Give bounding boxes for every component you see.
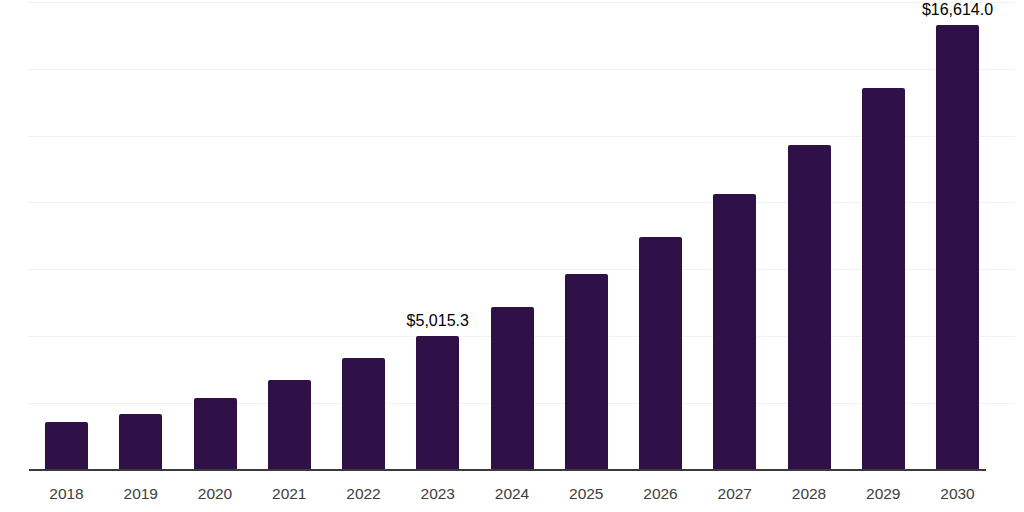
x-tick-label-2029: 2029 [866,485,900,503]
bar-2023 [416,336,459,470]
x-axis-line [29,469,986,471]
x-tick-label-2022: 2022 [346,485,380,503]
value-label-2030: $16,614.0 [922,0,993,20]
x-tick-label-2018: 2018 [49,485,83,503]
x-tick-label-2025: 2025 [569,485,603,503]
x-tick-label-2030: 2030 [940,485,974,503]
value-label-2023: $5,015.3 [407,311,469,331]
bar-2027 [713,194,756,470]
x-tick-label-2024: 2024 [495,485,529,503]
x-tick-label-2023: 2023 [421,485,455,503]
x-tick-label-2019: 2019 [124,485,158,503]
bar-chart: 2018 2019 2020 2021 2022 2023 2024 2025 2026 2027… [0,0,1024,512]
x-tick-label-2020: 2020 [198,485,232,503]
gridline [29,2,1015,3]
x-tick-label-2028: 2028 [792,485,826,503]
bar-2026 [639,237,682,470]
bar-2024 [491,307,534,470]
bar-2025 [565,274,608,470]
bar-2021 [268,380,311,470]
gridline [29,69,1015,70]
x-tick-label-2027: 2027 [718,485,752,503]
bar-2019 [119,414,162,470]
x-tick-label-2026: 2026 [643,485,677,503]
x-tick-label-2021: 2021 [272,485,306,503]
bar-2022 [342,358,385,470]
bar-2028 [788,145,831,470]
bar-2018 [45,422,88,470]
bar-2030 [936,25,979,470]
bar-2020 [194,398,237,470]
bar-2029 [862,88,905,470]
